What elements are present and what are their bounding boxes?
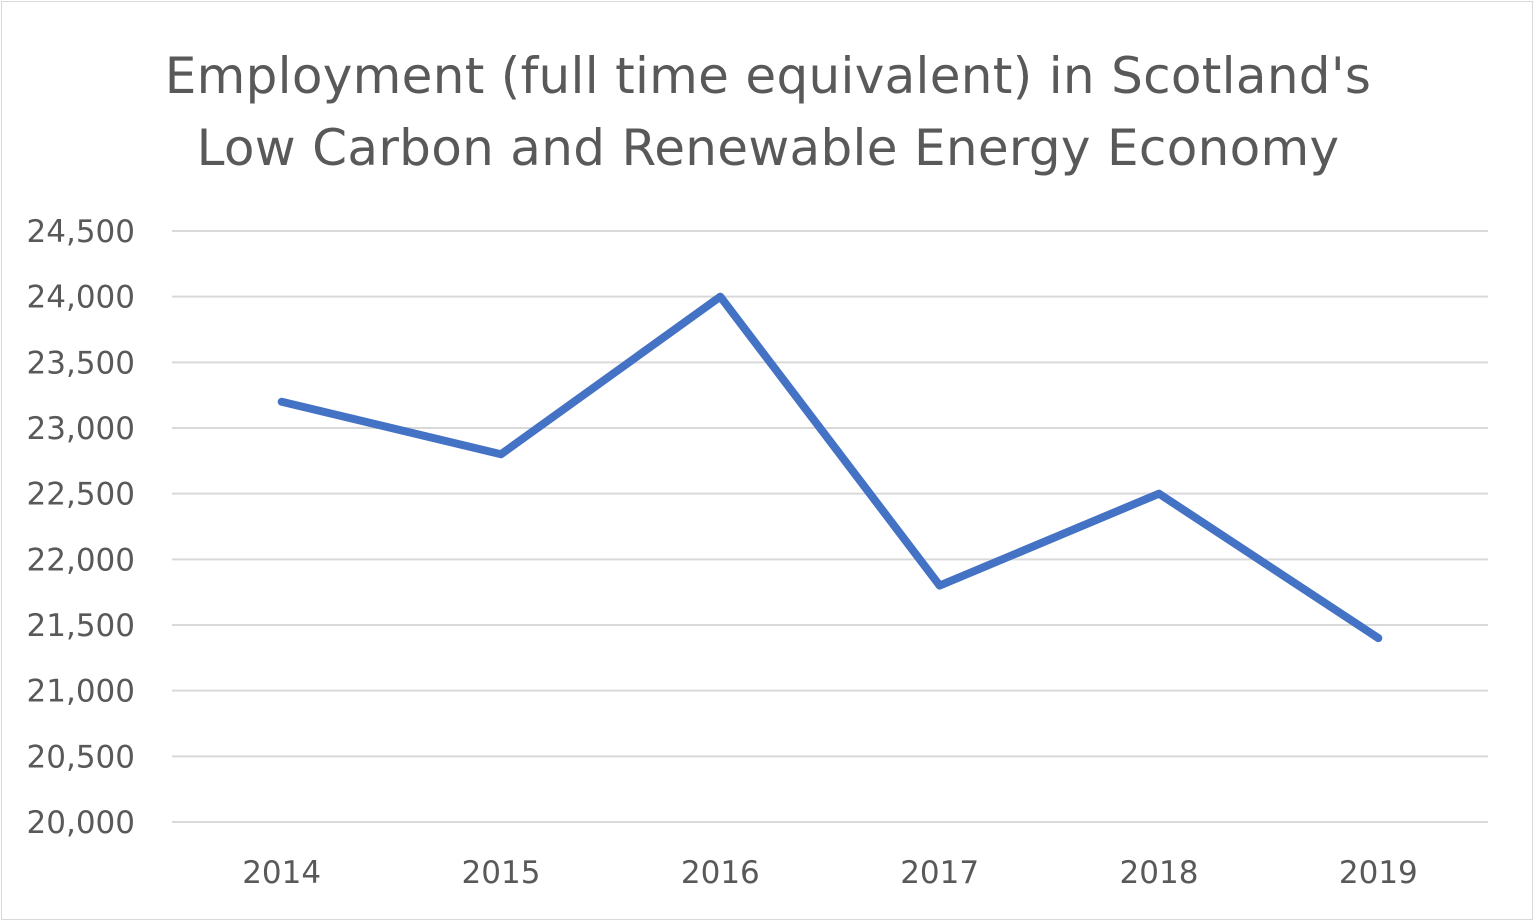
chart-title-line-1: Employment (full time equivalent) in Sco… bbox=[164, 47, 1372, 105]
x-tick-label: 2019 bbox=[1339, 855, 1418, 891]
y-tick-label: 20,000 bbox=[27, 805, 135, 841]
y-tick-label: 20,500 bbox=[27, 739, 135, 775]
x-tick-label: 2015 bbox=[462, 855, 541, 891]
y-tick-label: 23,500 bbox=[27, 345, 135, 381]
y-tick-label: 21,500 bbox=[27, 608, 135, 644]
x-tick-label: 2017 bbox=[900, 855, 979, 891]
y-tick-label: 24,500 bbox=[27, 214, 135, 250]
x-tick-label: 2016 bbox=[681, 855, 760, 891]
y-tick-label: 24,000 bbox=[27, 280, 135, 316]
chart-title-line-2: Low Carbon and Renewable Energy Economy bbox=[196, 119, 1340, 177]
y-tick-label: 23,000 bbox=[27, 411, 135, 447]
series-line bbox=[277, 292, 1383, 643]
x-tick-label: 2014 bbox=[242, 855, 321, 891]
y-tick-label: 21,000 bbox=[27, 674, 135, 710]
y-tick-label: 22,000 bbox=[27, 542, 135, 578]
chart-title: Employment (full time equivalent) in Sco… bbox=[0, 40, 1536, 184]
x-tick-label: 2018 bbox=[1120, 855, 1199, 891]
y-tick-label: 22,500 bbox=[27, 477, 135, 513]
